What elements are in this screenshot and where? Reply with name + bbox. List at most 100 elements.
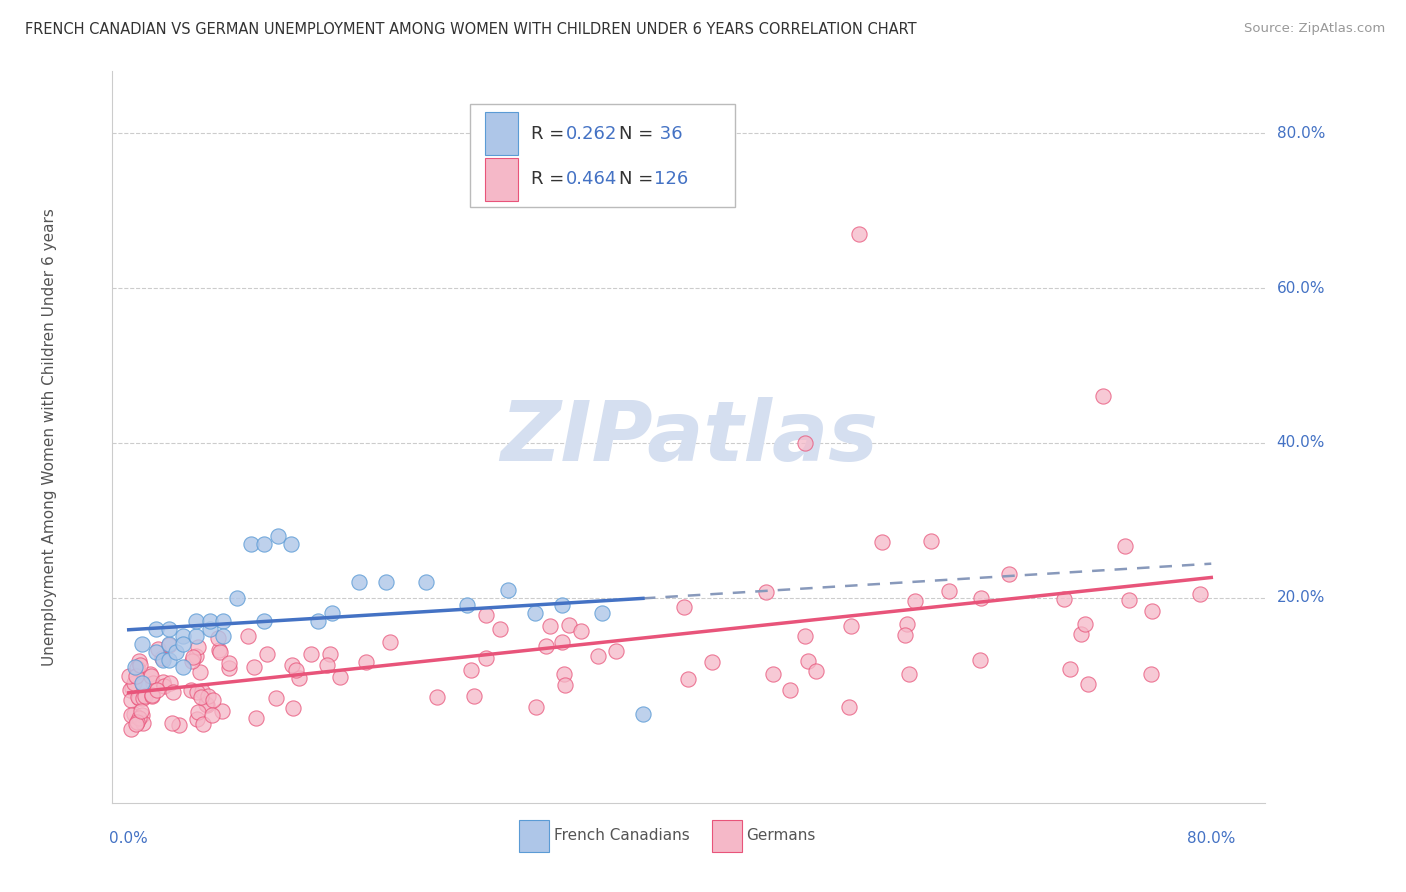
Point bbox=[132, 716, 155, 731]
Point bbox=[281, 657, 304, 672]
Point bbox=[904, 594, 927, 608]
Point bbox=[920, 534, 942, 549]
Point bbox=[524, 699, 547, 714]
Point bbox=[374, 575, 396, 590]
Point bbox=[848, 227, 870, 241]
Point bbox=[120, 707, 142, 722]
Point bbox=[150, 650, 173, 665]
Point bbox=[463, 689, 485, 703]
Point bbox=[870, 535, 893, 549]
Text: N =: N = bbox=[619, 170, 658, 188]
Point bbox=[288, 671, 311, 685]
Point bbox=[897, 666, 920, 681]
Point bbox=[1142, 604, 1164, 618]
Point bbox=[779, 683, 801, 698]
Text: ZIPatlas: ZIPatlas bbox=[501, 397, 877, 477]
Text: 60.0%: 60.0% bbox=[1277, 281, 1324, 295]
Point bbox=[1059, 662, 1081, 676]
Text: 36: 36 bbox=[654, 125, 683, 143]
Point bbox=[321, 606, 343, 620]
Point bbox=[702, 656, 724, 670]
Point bbox=[124, 717, 146, 731]
Point bbox=[319, 647, 342, 661]
Text: 80.0%: 80.0% bbox=[1187, 830, 1236, 846]
Point bbox=[256, 648, 278, 662]
Point bbox=[523, 606, 546, 620]
Point bbox=[186, 614, 208, 628]
Point bbox=[157, 622, 180, 636]
Point bbox=[969, 652, 991, 666]
Point bbox=[426, 690, 449, 704]
Point bbox=[131, 676, 153, 690]
Point bbox=[354, 655, 377, 669]
Point bbox=[475, 650, 498, 665]
Point bbox=[553, 667, 575, 681]
Point bbox=[1077, 677, 1099, 691]
Point bbox=[893, 627, 915, 641]
Point bbox=[245, 711, 267, 725]
Point bbox=[299, 648, 322, 662]
Point bbox=[554, 678, 576, 692]
Point bbox=[837, 699, 859, 714]
Point bbox=[118, 669, 141, 683]
Point bbox=[190, 690, 212, 704]
Point bbox=[998, 566, 1021, 581]
Point bbox=[139, 669, 162, 683]
Point bbox=[266, 691, 288, 706]
Point bbox=[456, 599, 478, 613]
Text: R =: R = bbox=[531, 170, 569, 188]
Text: Unemployment Among Women with Children Under 6 years: Unemployment Among Women with Children U… bbox=[42, 208, 56, 666]
Point bbox=[1114, 539, 1136, 553]
Point bbox=[208, 643, 231, 657]
Point bbox=[122, 676, 145, 690]
Point bbox=[1118, 593, 1140, 607]
Point bbox=[239, 536, 262, 550]
Point bbox=[187, 640, 209, 654]
Point bbox=[198, 614, 221, 628]
Point bbox=[347, 575, 370, 590]
Point bbox=[152, 652, 174, 666]
Text: N =: N = bbox=[619, 125, 658, 143]
Point bbox=[191, 684, 214, 698]
Point bbox=[378, 635, 401, 649]
Point bbox=[172, 660, 194, 674]
Point bbox=[1070, 627, 1092, 641]
Point bbox=[172, 637, 194, 651]
Point bbox=[125, 714, 148, 729]
Point bbox=[631, 706, 654, 721]
Point bbox=[839, 619, 862, 633]
Point bbox=[157, 652, 180, 666]
Point bbox=[558, 617, 581, 632]
Point bbox=[167, 718, 190, 732]
Point bbox=[198, 622, 221, 636]
Point bbox=[134, 690, 156, 704]
Text: 126: 126 bbox=[654, 170, 689, 188]
Point bbox=[1074, 617, 1097, 632]
Point bbox=[755, 585, 778, 599]
Text: 0.0%: 0.0% bbox=[110, 830, 148, 846]
Point bbox=[127, 690, 149, 704]
Point bbox=[131, 678, 153, 692]
Point bbox=[120, 722, 142, 736]
FancyBboxPatch shape bbox=[470, 104, 735, 207]
Point bbox=[181, 649, 204, 664]
Point bbox=[253, 536, 276, 550]
Point bbox=[280, 536, 302, 550]
Point bbox=[281, 701, 304, 715]
Point bbox=[162, 715, 184, 730]
Point bbox=[131, 707, 153, 722]
Point bbox=[762, 667, 785, 681]
Point bbox=[538, 618, 561, 632]
Point bbox=[796, 654, 818, 668]
Point bbox=[794, 436, 817, 450]
Point bbox=[1188, 587, 1211, 601]
Text: R =: R = bbox=[531, 125, 569, 143]
Point bbox=[591, 606, 613, 620]
Text: FRENCH CANADIAN VS GERMAN UNEMPLOYMENT AMONG WOMEN WITH CHILDREN UNDER 6 YEARS C: FRENCH CANADIAN VS GERMAN UNEMPLOYMENT A… bbox=[25, 22, 917, 37]
Point bbox=[131, 637, 153, 651]
Point bbox=[226, 591, 249, 605]
Point bbox=[187, 705, 209, 719]
Point bbox=[316, 658, 339, 673]
Point bbox=[188, 665, 211, 679]
Point bbox=[938, 583, 960, 598]
